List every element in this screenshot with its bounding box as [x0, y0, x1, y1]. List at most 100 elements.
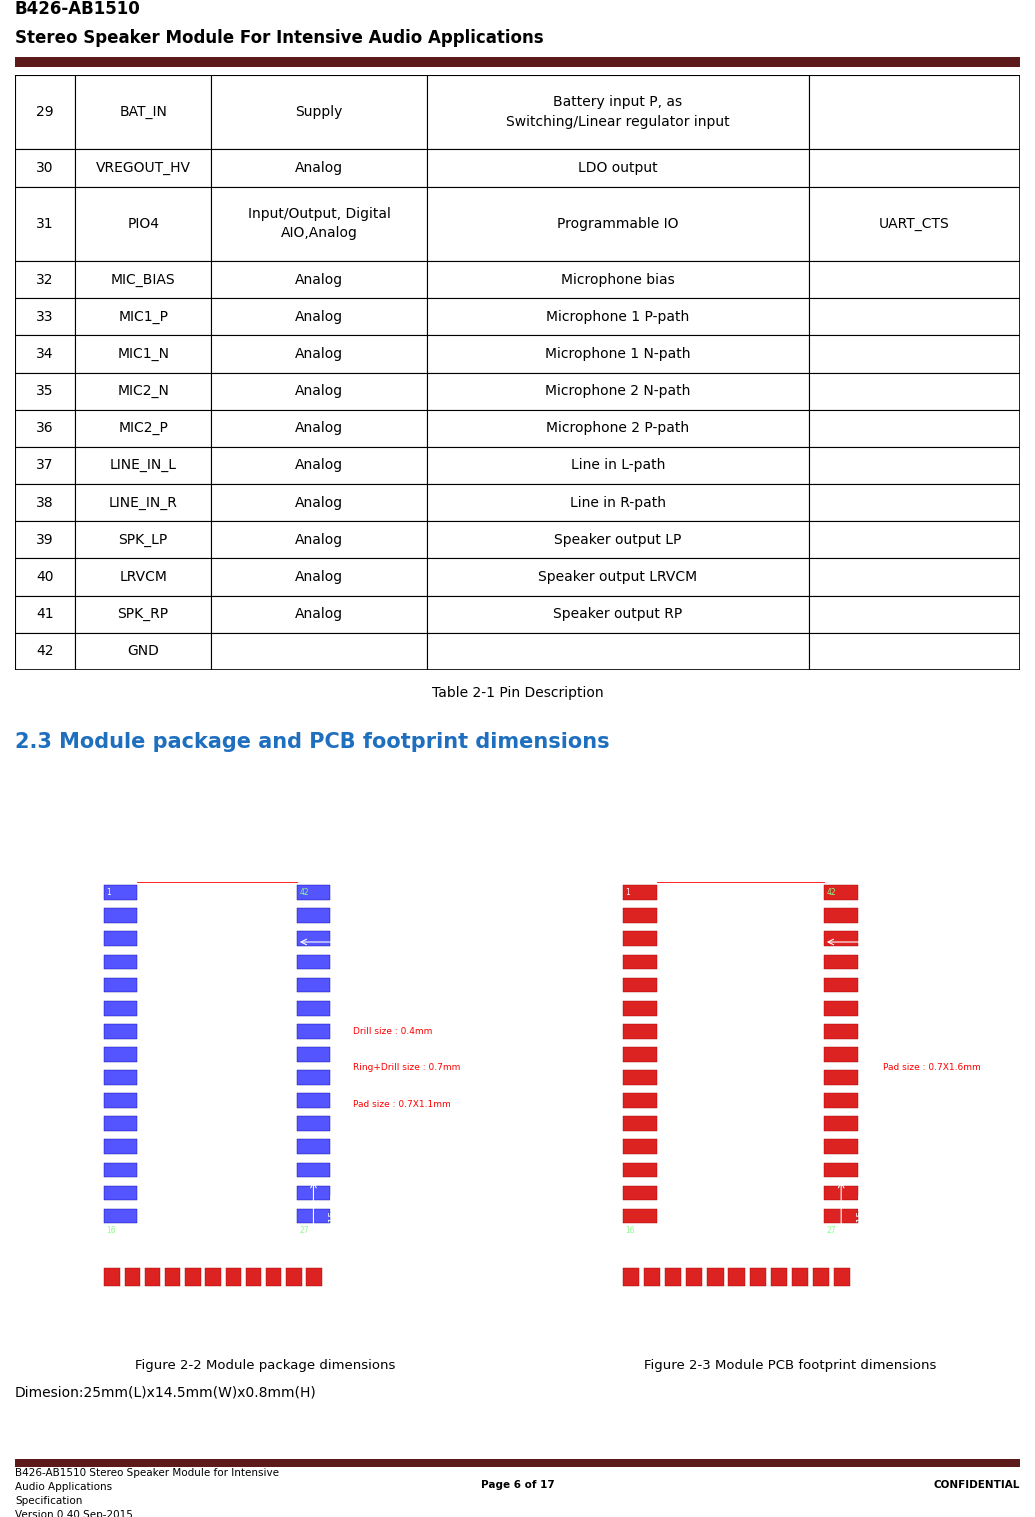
Bar: [105, 1268, 120, 1286]
Bar: [824, 1024, 858, 1039]
Text: Pad size : 0.7X1.6mm: Pad size : 0.7X1.6mm: [883, 1063, 980, 1073]
Bar: [623, 1047, 657, 1062]
Bar: [14, 74, 76, 149]
Bar: [809, 522, 1021, 558]
Text: VREGOUT_HV: VREGOUT_HV: [95, 161, 190, 174]
Bar: [824, 1001, 858, 1015]
Bar: [623, 1268, 640, 1286]
Text: B426-AB1510 Stereo Speaker Module for Intensive
Audio Applications
Specification: B426-AB1510 Stereo Speaker Module for In…: [14, 1468, 279, 1517]
Bar: [809, 335, 1021, 373]
Bar: [76, 261, 211, 299]
Text: BAT_IN: BAT_IN: [119, 105, 167, 120]
Bar: [211, 596, 427, 633]
Text: SPK_RP: SPK_RP: [118, 607, 169, 622]
Bar: [145, 1268, 160, 1286]
Bar: [427, 187, 809, 261]
Text: 1: 1: [625, 887, 630, 897]
Bar: [809, 633, 1021, 671]
Text: Speaker output RP: Speaker output RP: [554, 607, 683, 622]
Text: 34: 34: [36, 347, 54, 361]
Bar: [297, 1162, 330, 1177]
Text: 27: 27: [299, 1226, 309, 1235]
Text: 27: 27: [827, 1226, 836, 1235]
Text: B426-AB1510: B426-AB1510: [14, 0, 141, 18]
Text: Line in L-path: Line in L-path: [571, 458, 666, 472]
Text: 16: 16: [107, 1226, 116, 1235]
Bar: [14, 335, 76, 373]
Bar: [76, 373, 211, 410]
Bar: [824, 1186, 858, 1200]
Text: 14.5mm: 14.5mm: [710, 801, 753, 810]
Text: Analog: Analog: [295, 570, 343, 584]
Text: 39: 39: [36, 532, 54, 546]
Bar: [76, 74, 211, 149]
Text: Microphone bias: Microphone bias: [561, 273, 675, 287]
Bar: [287, 1268, 301, 1286]
Text: LRVCM: LRVCM: [119, 570, 167, 584]
Text: 30: 30: [36, 161, 54, 174]
Text: 14.5mm: 14.5mm: [187, 801, 231, 810]
Bar: [809, 261, 1021, 299]
Text: R0.35mm: R0.35mm: [183, 1038, 224, 1077]
Text: 41: 41: [36, 607, 54, 622]
Bar: [623, 1162, 657, 1177]
Bar: [749, 1268, 766, 1286]
Text: 32: 32: [36, 273, 54, 287]
Text: 1.1mm: 1.1mm: [358, 938, 395, 947]
Bar: [297, 886, 330, 900]
Text: SPK_LP: SPK_LP: [119, 532, 168, 546]
Text: Analog: Analog: [295, 607, 343, 622]
Bar: [297, 1094, 330, 1107]
Text: Microphone 2 P-path: Microphone 2 P-path: [546, 422, 689, 435]
Bar: [427, 335, 809, 373]
Text: Battery input P, as
Switching/Linear regulator input: Battery input P, as Switching/Linear reg…: [506, 96, 730, 129]
Text: 1.6mm: 1.6mm: [48, 1248, 57, 1280]
Bar: [76, 299, 211, 335]
Bar: [824, 909, 858, 924]
Bar: [809, 484, 1021, 522]
Text: 36: 36: [36, 422, 54, 435]
Text: MIC_BIAS: MIC_BIAS: [111, 273, 176, 287]
Bar: [297, 1047, 330, 1062]
Text: Analog: Analog: [295, 532, 343, 546]
Bar: [14, 187, 76, 261]
Bar: [427, 484, 809, 522]
Bar: [427, 448, 809, 484]
Bar: [771, 1268, 787, 1286]
Bar: [623, 1069, 657, 1085]
Bar: [76, 522, 211, 558]
Bar: [623, 1139, 657, 1154]
Text: LINE_IN_R: LINE_IN_R: [109, 496, 178, 510]
Bar: [105, 1209, 138, 1223]
Text: Analog: Analog: [295, 347, 343, 361]
Bar: [666, 1268, 681, 1286]
Bar: [211, 448, 427, 484]
Text: Analog: Analog: [295, 422, 343, 435]
Bar: [211, 633, 427, 671]
Text: Pad size : 0.7X1.1mm: Pad size : 0.7X1.1mm: [353, 1100, 451, 1109]
Bar: [809, 558, 1021, 596]
Bar: [76, 187, 211, 261]
Text: 37: 37: [36, 458, 54, 472]
Bar: [623, 1209, 657, 1223]
Text: 0.7mm: 0.7mm: [654, 1311, 685, 1320]
Bar: [297, 1139, 330, 1154]
Text: 1.6mm: 1.6mm: [565, 1248, 573, 1280]
Bar: [306, 1268, 322, 1286]
Text: Line in R-path: Line in R-path: [570, 496, 666, 510]
Bar: [623, 909, 657, 924]
Text: Analog: Analog: [295, 496, 343, 510]
Bar: [105, 931, 138, 947]
Bar: [211, 335, 427, 373]
Text: PIO4: PIO4: [127, 217, 159, 231]
Bar: [76, 149, 211, 187]
Bar: [211, 74, 427, 149]
Text: CONFIDENTIAL: CONFIDENTIAL: [934, 1479, 1021, 1490]
Bar: [105, 1047, 138, 1062]
Bar: [185, 1268, 201, 1286]
Text: Analog: Analog: [295, 384, 343, 397]
Bar: [211, 373, 427, 410]
Bar: [427, 558, 809, 596]
Bar: [14, 522, 76, 558]
Bar: [211, 187, 427, 261]
